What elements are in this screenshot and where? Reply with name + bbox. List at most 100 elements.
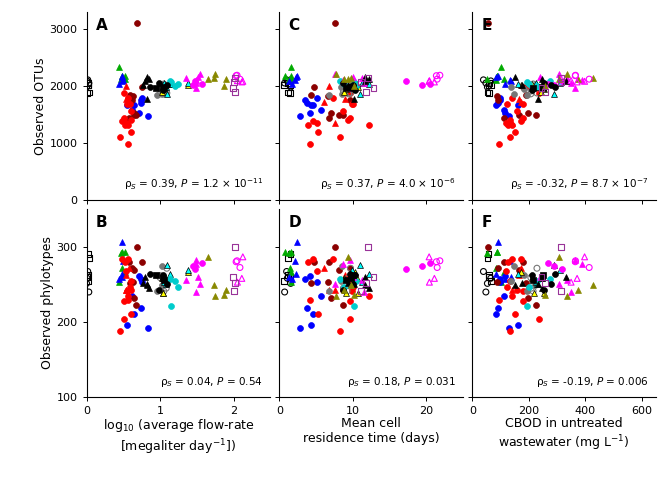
Point <box>539 289 549 297</box>
Point <box>161 83 172 90</box>
Point <box>338 87 349 95</box>
Point <box>294 324 305 332</box>
Point <box>572 78 583 86</box>
Point <box>545 275 555 282</box>
Point <box>165 77 175 85</box>
Point <box>492 249 503 256</box>
Point <box>530 111 541 119</box>
Point <box>117 76 128 84</box>
Point <box>143 284 154 292</box>
Point <box>534 315 545 323</box>
Point <box>135 276 146 283</box>
Point <box>496 63 506 71</box>
Point <box>363 292 374 300</box>
Point <box>279 288 290 296</box>
Point <box>501 283 512 291</box>
Point <box>523 80 534 87</box>
Point <box>554 79 565 87</box>
Point <box>286 249 296 256</box>
Point <box>157 81 168 88</box>
Point <box>151 272 161 279</box>
Point <box>155 85 165 93</box>
Point <box>345 271 356 278</box>
Point <box>158 83 168 91</box>
Point <box>311 278 322 286</box>
Point <box>484 273 494 281</box>
Point <box>283 254 294 262</box>
Point <box>338 260 348 268</box>
Point <box>401 77 412 85</box>
Point <box>210 70 220 78</box>
Point <box>126 311 137 318</box>
Point <box>161 87 172 95</box>
Point <box>341 85 352 93</box>
Point <box>561 75 572 82</box>
Point <box>527 287 538 295</box>
Point <box>162 90 172 98</box>
Point <box>83 250 94 258</box>
Point <box>530 79 541 87</box>
Point <box>183 81 194 88</box>
Point <box>303 121 314 129</box>
Point <box>346 281 356 289</box>
Point <box>335 327 346 335</box>
Point <box>570 84 581 91</box>
Point <box>484 89 494 97</box>
Point <box>308 102 318 109</box>
Point <box>236 78 247 86</box>
Point <box>165 81 175 88</box>
Point <box>500 80 511 88</box>
Point <box>83 81 94 88</box>
Point <box>284 76 294 83</box>
Point <box>166 302 176 310</box>
Point <box>137 280 148 287</box>
Point <box>121 95 131 102</box>
Point <box>328 255 338 263</box>
Point <box>161 280 172 288</box>
Point <box>337 286 348 294</box>
Point <box>527 84 538 92</box>
Point <box>363 121 374 129</box>
Point <box>118 76 129 84</box>
Text: D: D <box>288 215 301 229</box>
Point <box>557 77 567 85</box>
Point <box>126 128 137 136</box>
Point <box>236 274 247 282</box>
Point <box>170 277 180 285</box>
Point <box>348 82 359 90</box>
Point <box>119 249 130 256</box>
Point <box>521 302 532 310</box>
Point <box>514 266 525 274</box>
Point <box>120 258 131 266</box>
Point <box>234 264 245 272</box>
Point <box>478 76 489 84</box>
Point <box>537 84 547 91</box>
Point <box>340 95 350 102</box>
Point <box>506 119 517 127</box>
Point <box>210 292 220 300</box>
Point <box>495 278 505 286</box>
Point <box>305 109 316 117</box>
Point <box>279 79 290 87</box>
Point <box>573 286 583 293</box>
Point <box>308 255 319 263</box>
Point <box>124 259 135 266</box>
Point <box>525 274 536 282</box>
Point <box>484 81 494 88</box>
Point <box>416 263 427 271</box>
Point <box>115 133 125 141</box>
Point <box>114 63 125 71</box>
Point <box>196 80 207 88</box>
Point <box>535 274 546 282</box>
Point <box>313 128 324 136</box>
Point <box>557 265 567 273</box>
Point <box>570 258 581 266</box>
Point <box>338 283 349 291</box>
Point <box>491 73 501 81</box>
Point <box>117 255 127 263</box>
Point <box>322 92 333 100</box>
Text: C: C <box>288 18 300 33</box>
Point <box>550 271 561 278</box>
Point <box>340 276 351 283</box>
Point <box>533 95 543 103</box>
